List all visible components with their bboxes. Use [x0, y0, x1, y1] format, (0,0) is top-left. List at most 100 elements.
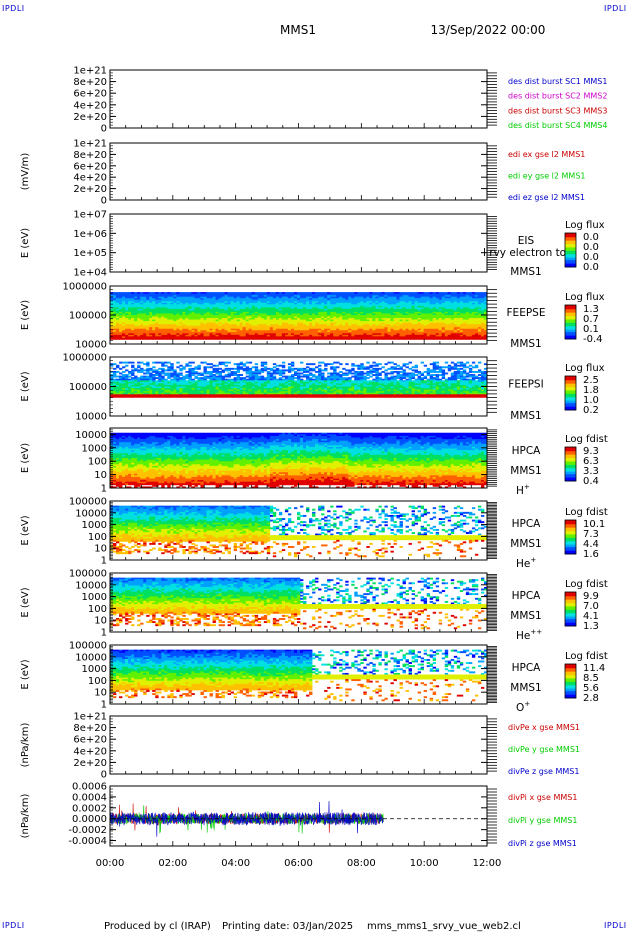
spectrogram-cell: [227, 327, 231, 330]
spectrogram-cell: [167, 337, 171, 340]
spectrogram-cell: [149, 298, 153, 301]
spectrogram-cell: [309, 295, 313, 298]
spectrogram-cell: [230, 292, 235, 294]
spectrogram-cell: [306, 310, 310, 313]
spectrogram-cell: [122, 305, 126, 308]
spectrogram-cell: [345, 296, 349, 299]
spectrogram-cell: [221, 295, 225, 298]
spectrogram-cell: [245, 304, 250, 307]
spectrogram-cell: [194, 301, 198, 304]
spectrogram-cell: [155, 293, 159, 296]
spectrogram-cell: [309, 318, 313, 320]
spectrogram-cell: [197, 298, 201, 301]
spectrogram-cell: [296, 305, 301, 308]
spectrogram-cell: [300, 296, 304, 299]
legend-entry: des dist burst SC1 MMS1: [508, 77, 607, 86]
spectrogram-cell: [134, 315, 138, 317]
spectrogram-cell: [122, 366, 126, 369]
spectrogram-cell: [278, 334, 283, 337]
spectrogram-cell: [309, 337, 313, 340]
spectrogram-cell: [236, 295, 241, 298]
spectrogram-cell: [330, 316, 334, 319]
spectrogram-cell: [119, 305, 123, 308]
spectrogram-cell: [366, 322, 370, 325]
spectrogram-cell: [309, 336, 313, 339]
spectrogram-cell: [164, 322, 168, 325]
spectrogram-cell: [176, 331, 180, 334]
spectrogram-cell: [167, 325, 171, 328]
spectrogram-cell: [348, 321, 352, 323]
spectrogram-cell: [206, 302, 210, 305]
spectrogram-cell: [158, 295, 162, 298]
spectrogram-cell: [221, 322, 225, 325]
spectrogram-cell: [303, 302, 307, 305]
spectrogram-cell: [248, 293, 253, 296]
spectrogram-cell: [137, 315, 141, 317]
spectrogram-cell: [167, 324, 171, 327]
spectrogram-cell: [161, 325, 165, 328]
spectrogram-cell: [152, 333, 156, 336]
spectrogram-cell: [327, 292, 331, 294]
spectrogram-cell: [342, 310, 346, 313]
y-tick-label: 4e+20: [73, 100, 107, 111]
spectrogram-cell: [128, 301, 132, 304]
spectrogram-cell: [363, 318, 367, 320]
spectrogram-cell: [275, 321, 280, 323]
spectrogram-cell: [281, 318, 286, 320]
spectrogram-cell: [333, 310, 337, 313]
spectrogram-cell: [149, 311, 153, 314]
spectrogram-cell: [140, 322, 144, 325]
spectrogram-cell: [212, 308, 216, 311]
spectrogram-cell: [333, 308, 337, 311]
spectrogram-cell: [263, 324, 268, 327]
spectrogram-cell: [194, 316, 198, 319]
spectrogram-cell: [260, 328, 265, 331]
spectrogram-cell: [176, 322, 180, 325]
spectrogram-cell: [245, 313, 250, 316]
spectrogram-cell: [170, 304, 174, 307]
spectrogram-cell: [209, 305, 213, 308]
spectrogram-cell: [251, 301, 256, 304]
spectrogram-cell: [351, 299, 355, 302]
spectrogram-cell: [366, 311, 370, 314]
spectrogram-cell: [275, 299, 280, 302]
spectrogram-cell: [119, 319, 123, 322]
spectrogram-cell: [134, 327, 138, 330]
spectrogram-cell: [245, 331, 250, 334]
spectrogram-cell: [242, 313, 247, 316]
spectrogram-cell: [146, 334, 150, 337]
spectrogram-cell: [221, 310, 225, 313]
spectrogram-cell: [257, 336, 262, 339]
spectrogram-cell: [269, 325, 274, 328]
spectrogram-cell: [248, 315, 253, 317]
spectrogram-cell: [345, 330, 349, 333]
spectrogram-cell: [330, 324, 334, 327]
spectrogram-cell: [152, 304, 156, 307]
spectrogram-cell: [122, 302, 126, 305]
spectrogram-cell: [312, 311, 316, 314]
spectrogram-cell: [128, 324, 132, 327]
spectrogram-cell: [176, 293, 180, 296]
spectrogram-cell: [161, 305, 165, 308]
colorbar-cell: [565, 261, 576, 264]
spectrogram-cell: [266, 298, 271, 301]
spectrogram-cell: [158, 310, 162, 313]
spectrogram-cell: [239, 305, 244, 308]
spectrogram-cell: [206, 325, 210, 328]
colorbar-title: Log flux: [565, 220, 605, 231]
spectrogram-cell: [300, 331, 304, 334]
spectrogram-cell: [137, 321, 141, 323]
spectrogram-cell: [131, 305, 135, 308]
spectrogram-cell: [330, 334, 334, 337]
spectrogram-cell: [342, 333, 346, 336]
spectrogram-cell: [251, 318, 256, 320]
spectrogram-cell: [327, 315, 331, 317]
spectrogram-cell: [318, 310, 322, 313]
spectrogram-cell: [227, 321, 231, 323]
spectrogram-cell: [143, 305, 147, 308]
spectrogram-cell: [275, 305, 280, 308]
spectrogram-cell: [315, 328, 319, 331]
spectrogram-cell: [128, 337, 132, 340]
spectrogram-cell: [137, 370, 141, 373]
spectrogram-cell: [330, 337, 334, 340]
